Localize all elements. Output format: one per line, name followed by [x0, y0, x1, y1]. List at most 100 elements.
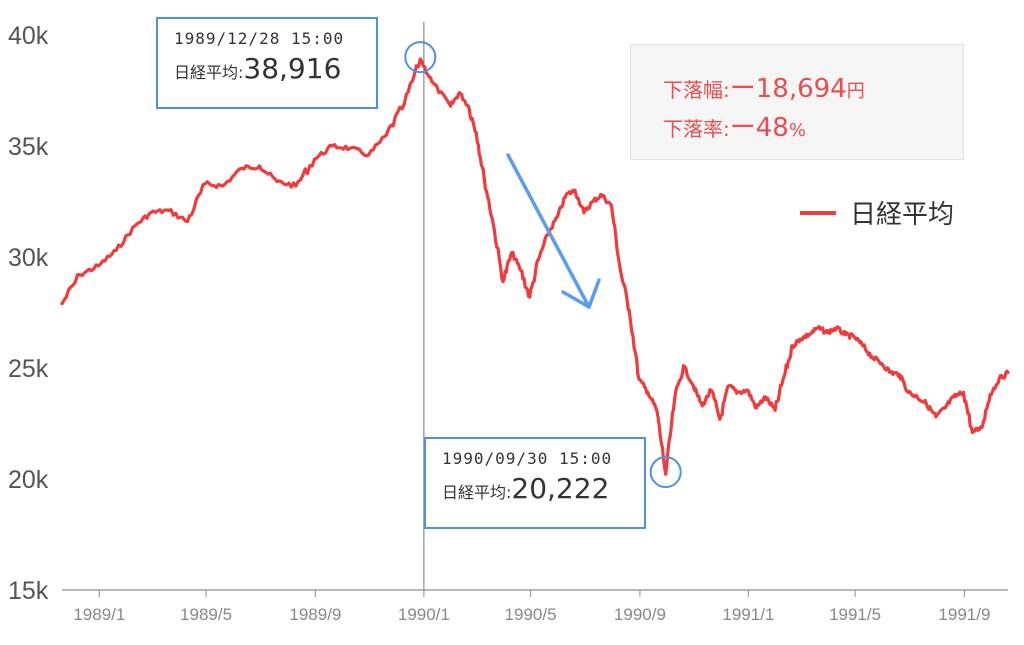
data-point: [952, 395, 956, 399]
y-tick-label: 25k: [8, 355, 49, 383]
trough-separator: :: [506, 483, 512, 502]
data-point: [763, 395, 767, 399]
data-point: [791, 344, 795, 348]
data-point: [482, 177, 486, 181]
x-tick-label: 1991/1: [722, 605, 774, 624]
trend-arrow-head: [561, 278, 601, 309]
data-point: [348, 146, 352, 150]
peak-callout: 1989/12/28 15:00 日経平均:38,916: [156, 17, 378, 109]
data-point: [96, 264, 101, 268]
data-point: [736, 390, 740, 394]
y-tick-label: 20k: [8, 466, 49, 494]
data-point: [519, 268, 523, 272]
data-point: [582, 211, 586, 215]
data-point: [312, 157, 317, 161]
x-tick-label: 1990/1: [398, 605, 450, 624]
trend-arrow-shaft: [506, 153, 591, 309]
data-point: [367, 153, 371, 157]
x-tick-label: 1991/5: [829, 605, 881, 624]
data-point: [203, 182, 207, 186]
data-point: [384, 133, 389, 137]
peak-label: 日経平均: [174, 63, 239, 82]
x-tick-label: 1990/5: [505, 605, 557, 624]
data-point: [897, 373, 902, 377]
data-point: [133, 224, 137, 228]
y-tick-label: 40k: [8, 22, 49, 50]
data-point: [457, 91, 461, 95]
data-point: [718, 417, 722, 421]
data-point: [275, 179, 279, 184]
data-point: [221, 184, 225, 188]
data-point: [537, 257, 541, 261]
drop-rate-value: ー48: [729, 113, 789, 143]
data-point: [727, 384, 731, 388]
trend-arrow: [506, 153, 601, 309]
data-point: [943, 406, 947, 410]
peak-marker-circle: [404, 41, 437, 74]
data-point: [807, 333, 811, 337]
data-point: [852, 335, 856, 339]
trough-value: 20,222: [511, 472, 610, 505]
data-point: [773, 408, 777, 412]
data-point: [627, 308, 631, 312]
data-point: [961, 390, 966, 394]
drop-width-label: 下落幅: [663, 78, 723, 102]
data-point: [889, 370, 893, 374]
data-point: [700, 404, 704, 408]
data-point: [655, 408, 659, 412]
data-point: [843, 333, 847, 337]
data-point: [970, 430, 975, 434]
data-point: [185, 219, 189, 224]
x-tick-label: 1989/9: [289, 605, 341, 624]
data-point: [257, 164, 261, 168]
data-point: [501, 279, 505, 283]
drop-width-value: ー18,694: [729, 74, 847, 104]
data-point: [573, 188, 577, 192]
data-point: [114, 248, 118, 252]
x-tick-label: 1989/5: [180, 605, 232, 624]
data-point: [591, 199, 595, 204]
data-point: [294, 184, 298, 188]
data-point: [782, 375, 786, 379]
data-point: [78, 273, 82, 277]
y-tick-label: 15k: [8, 577, 49, 605]
trough-callout: 1990/09/30 15:00 日経平均:20,222: [424, 437, 646, 529]
series-points: [60, 57, 1010, 476]
x-tick-label: 1991/9: [938, 605, 990, 624]
data-point: [555, 215, 559, 219]
data-point: [934, 415, 938, 419]
data-point: [681, 364, 686, 368]
data-point: [564, 193, 568, 197]
drop-rate-unit: %: [788, 120, 806, 141]
data-point: [691, 384, 695, 388]
data-point: [510, 251, 514, 255]
data-point: [816, 326, 820, 330]
data-point: [240, 166, 244, 170]
legend: 日経平均: [800, 194, 954, 231]
data-point: [466, 104, 470, 108]
drop-rate-separator: :: [723, 117, 730, 141]
data-point: [448, 104, 453, 108]
data-point: [149, 211, 153, 215]
decline-stats-box: 下落幅:ー18,694円 下落率:ー48%: [630, 44, 964, 160]
drop-width-row: 下落幅:ー18,694円: [663, 71, 963, 110]
drop-width-separator: :: [723, 78, 730, 102]
data-point: [618, 268, 623, 272]
y-tick-label: 35k: [8, 133, 49, 161]
data-point: [709, 388, 713, 392]
trough-marker-circle: [649, 456, 682, 489]
data-point: [60, 302, 64, 306]
y-axis-ticks: 15k 20k 25k 30k 35k 40k: [8, 22, 49, 605]
data-point: [906, 390, 911, 394]
data-point: [1006, 370, 1010, 374]
data-point: [402, 102, 406, 106]
data-point: [418, 57, 422, 61]
data-point: [979, 426, 983, 430]
data-point: [825, 330, 830, 335]
data-point: [609, 204, 614, 208]
data-point: [798, 337, 802, 341]
data-point: [745, 388, 750, 392]
x-tick-label: 1990/9: [614, 605, 666, 624]
